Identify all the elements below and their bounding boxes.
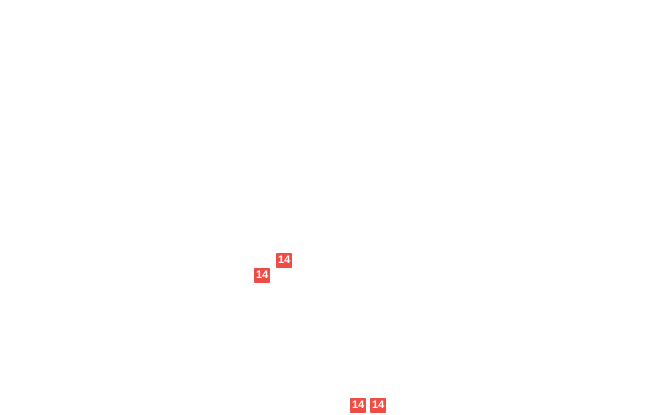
map-marker-cluster[interactable]: 14 — [276, 253, 293, 268]
map-marker-cluster[interactable]: 14 — [254, 268, 271, 283]
map-marker-cluster[interactable]: 14 — [350, 398, 367, 413]
map-marker-cluster[interactable]: 14 — [370, 398, 387, 413]
